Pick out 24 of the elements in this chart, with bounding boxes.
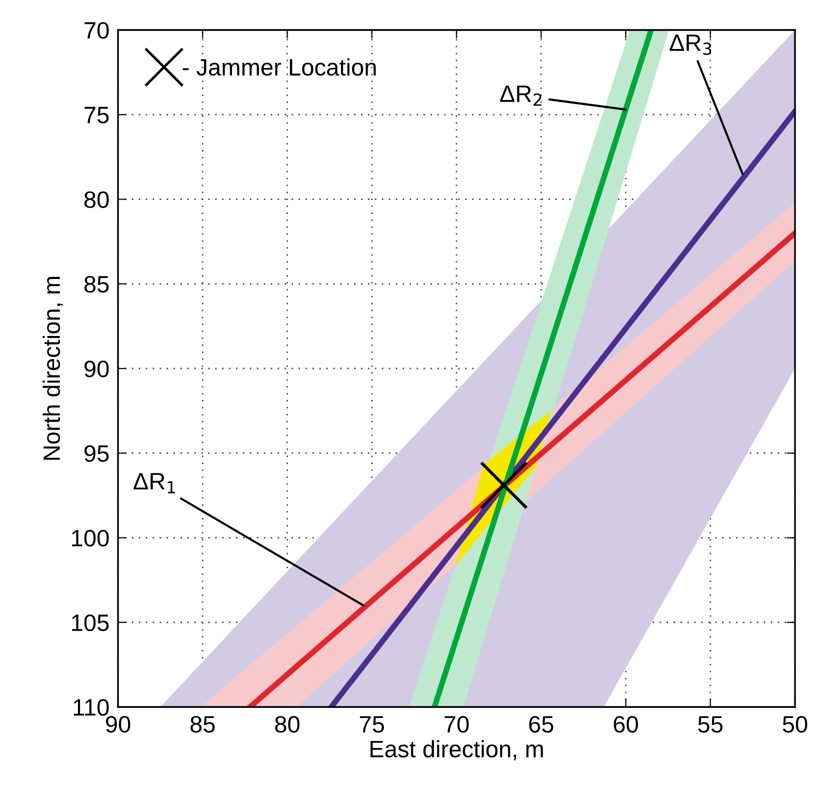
x-tick-label: 90	[106, 716, 130, 733]
legend-label: - Jammer Location	[182, 58, 376, 76]
x-tick-label: 65	[529, 716, 554, 733]
x-tick-label: 60	[614, 716, 638, 733]
y-tick-label: 85	[84, 276, 109, 293]
y-tick-label: 70	[84, 22, 109, 39]
x-tick-label: 75	[360, 716, 384, 733]
y-tick-label: 75	[84, 106, 109, 124]
y-tick-label: 105	[72, 614, 109, 632]
y-tick-label: 80	[84, 191, 109, 208]
annotation: ΔR$_{3}$	[670, 34, 712, 55]
x-tick-label: 70	[444, 716, 469, 733]
y-axis-title: North direction, m	[42, 276, 63, 460]
y-tick-label: 100	[72, 530, 109, 547]
x-tick-label: 80	[275, 716, 300, 733]
x-tick-label: 55	[698, 716, 723, 733]
y-tick-label: 110	[74, 699, 109, 716]
x-tick-label: 50	[782, 716, 808, 733]
y-tick-label: 95	[84, 445, 109, 462]
x-axis-title: East direction, m	[370, 740, 543, 760]
y-tick-label: 90	[84, 360, 109, 378]
annotation: ΔR$_{2}$	[500, 86, 542, 106]
annotation: ΔR$_{1}$	[134, 473, 175, 494]
x-tick-label: 85	[190, 716, 215, 733]
